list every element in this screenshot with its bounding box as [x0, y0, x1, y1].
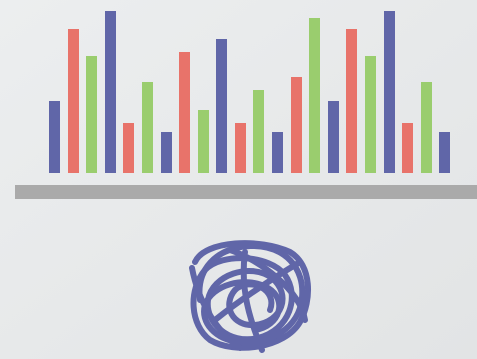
bar [365, 56, 376, 173]
bar [309, 18, 320, 173]
bar [68, 29, 79, 173]
bar [198, 110, 209, 173]
bar [161, 132, 172, 173]
scribble-line [189, 247, 308, 353]
bar [123, 123, 134, 173]
bar [253, 90, 264, 173]
bar [346, 29, 357, 173]
bar [384, 11, 395, 173]
bar [216, 39, 227, 173]
bar [235, 123, 246, 173]
bar [402, 123, 413, 173]
bar [86, 56, 97, 173]
scribble [189, 240, 311, 353]
bar [291, 77, 302, 173]
decorative-bars [49, 11, 450, 173]
bar [272, 132, 283, 173]
scribble-line [196, 242, 306, 346]
bar [142, 82, 153, 173]
bar [421, 82, 432, 173]
bar [328, 101, 339, 173]
bar [49, 101, 60, 173]
bar [105, 11, 116, 173]
bar [439, 132, 450, 173]
bar [179, 52, 190, 173]
shelf [15, 185, 477, 199]
